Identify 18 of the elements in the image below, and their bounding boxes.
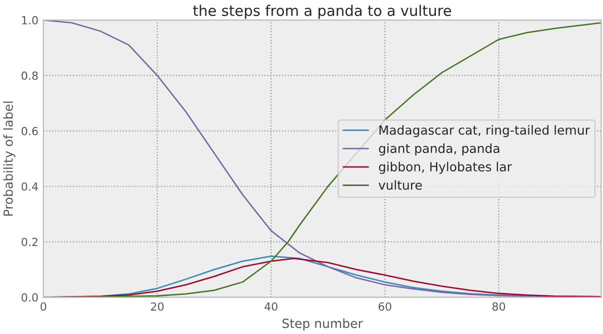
x-tick-label: 80 <box>492 302 506 311</box>
chart-title: the steps from a panda to a vulture <box>193 4 452 19</box>
legend-label: vulture <box>378 180 422 190</box>
y-axis-title: Probability of label <box>3 102 16 216</box>
y-tick-label: 0.6 <box>22 126 38 136</box>
legend-label: gibbon, Hylobates lar <box>378 162 512 174</box>
x-tick-label: 60 <box>378 302 392 311</box>
y-tick-label: 0.2 <box>22 238 38 246</box>
x-axis-title: Step number <box>282 318 363 331</box>
x-tick-label: 20 <box>150 302 164 311</box>
legend-label: giant panda, panda <box>378 143 500 156</box>
x-tick-label: 0 <box>40 302 46 311</box>
y-tick-label: 0.4 <box>22 182 38 191</box>
legend-label: Madagascar cat, ring-tailed lemur <box>380 125 590 138</box>
y-tick-label: 0.0 <box>22 293 38 302</box>
y-tick-label: 0.8 <box>22 71 38 80</box>
x-tick-label: 40 <box>264 302 278 311</box>
y-tick-label: 1.0 <box>22 16 38 24</box>
